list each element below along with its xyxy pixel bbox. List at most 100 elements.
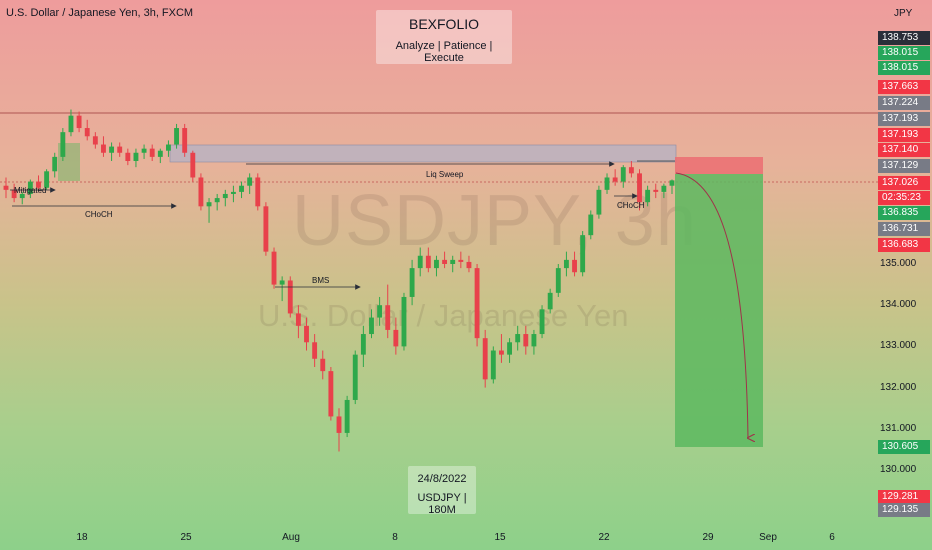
price-tick-label: 135.000 — [880, 258, 917, 269]
candle-body — [255, 177, 261, 207]
candle-body — [645, 189, 651, 203]
candle-body — [653, 189, 659, 192]
candle-body — [612, 177, 618, 182]
info-box: 24/8/2022 USDJPY | 180M — [408, 466, 476, 516]
price-tick-label: 130.000 — [880, 464, 917, 475]
time-tick-label: 22 — [598, 532, 610, 543]
price-tag: 138.015 — [878, 46, 930, 60]
candle-body — [239, 185, 244, 192]
price-tag: 137.224 — [878, 96, 930, 110]
candle-body — [442, 259, 448, 264]
price-tag: 02:35:23 — [878, 191, 930, 205]
stop-loss-zone — [675, 157, 763, 174]
price-tag: 137.026 — [878, 176, 930, 190]
candle-body — [182, 128, 188, 153]
candle-body — [214, 198, 220, 203]
annotation-bms: BMS — [312, 276, 330, 285]
candle-body — [555, 268, 561, 293]
candle-body — [68, 115, 74, 133]
candle-body — [222, 193, 228, 199]
time-tick-label: 6 — [829, 532, 835, 543]
candle-body — [117, 146, 123, 153]
projection-curve — [675, 172, 748, 438]
candle-body — [669, 180, 675, 186]
candle-body — [174, 128, 179, 145]
time-tick-label: 29 — [702, 532, 714, 543]
candle-body — [523, 334, 529, 347]
currency-label: JPY — [894, 8, 913, 19]
candle-body — [133, 152, 139, 161]
annotation-choch-right: CHoCH — [617, 201, 645, 210]
candle-body — [572, 259, 577, 273]
candle-body — [166, 144, 171, 151]
time-tick-label: 25 — [180, 532, 192, 543]
candle-body — [409, 268, 415, 297]
candle-body — [52, 156, 58, 172]
candle-body — [458, 259, 464, 262]
candle-body — [515, 334, 521, 343]
candle-body — [499, 350, 504, 355]
candle-body — [157, 150, 163, 157]
take-profit-zone — [675, 174, 763, 447]
price-tag: 136.683 — [878, 238, 930, 252]
candle-body — [401, 296, 407, 347]
candle-body — [125, 152, 131, 161]
candle-body — [304, 325, 309, 343]
candle-body — [190, 152, 196, 178]
price-tick-label: 134.000 — [880, 299, 917, 311]
price-tick-label: 131.000 — [880, 422, 917, 434]
price-tag: 137.140 — [878, 143, 930, 157]
candle-body — [109, 146, 115, 153]
price-tag: 129.135 — [878, 503, 930, 517]
candle-body — [76, 115, 82, 129]
annotation-choch-left: CHoCH — [85, 210, 113, 219]
candle-body — [434, 259, 439, 269]
candle-body — [466, 261, 472, 269]
candle-body — [60, 132, 66, 157]
candle-body — [360, 334, 366, 355]
candle-body — [141, 148, 147, 153]
candle-body — [279, 280, 285, 285]
candle-body — [3, 185, 9, 190]
candle-body — [336, 416, 342, 433]
candle-body — [11, 189, 17, 199]
candle-body — [490, 350, 496, 380]
candle-body — [588, 214, 594, 236]
time-tick-label: Sep — [759, 532, 777, 543]
candle-body — [206, 202, 212, 207]
time-tick-label: Aug — [282, 532, 300, 543]
candle-body — [84, 128, 90, 137]
candle-body — [661, 185, 667, 192]
candle-body — [637, 173, 642, 203]
candle-body — [377, 305, 383, 318]
candle-body — [263, 206, 269, 252]
candle-body — [320, 358, 326, 372]
candle-body — [230, 191, 236, 194]
candle-body — [369, 317, 374, 335]
candle-body — [547, 292, 553, 310]
price-tag: 137.129 — [878, 159, 930, 173]
candle-body — [36, 181, 41, 188]
candle-body — [27, 181, 33, 194]
candle-body — [149, 148, 155, 157]
price-tag: 136.731 — [878, 222, 930, 236]
candle-body — [539, 309, 545, 335]
candle-body — [295, 313, 301, 326]
price-tag: 137.193 — [878, 128, 930, 142]
candle-body — [101, 144, 106, 153]
info-symbol-timeframe: USDJPY | 180M — [417, 492, 467, 516]
symbol-title: U.S. Dollar / Japanese Yen, 3h, FXCM — [6, 7, 194, 19]
candle-body — [482, 338, 488, 380]
candle-body — [287, 280, 293, 314]
candle-body — [385, 305, 391, 330]
candle-body — [328, 371, 334, 417]
price-tick-label: 133.000 — [880, 340, 917, 352]
candle-body — [92, 136, 98, 145]
price-tag: 137.193 — [878, 112, 930, 126]
brand-name: BEXFOLIO — [408, 16, 480, 32]
supply-zone — [169, 144, 677, 163]
brand-tagline: Analyze | Patience | Execute — [395, 40, 493, 64]
candle-body — [580, 235, 586, 273]
